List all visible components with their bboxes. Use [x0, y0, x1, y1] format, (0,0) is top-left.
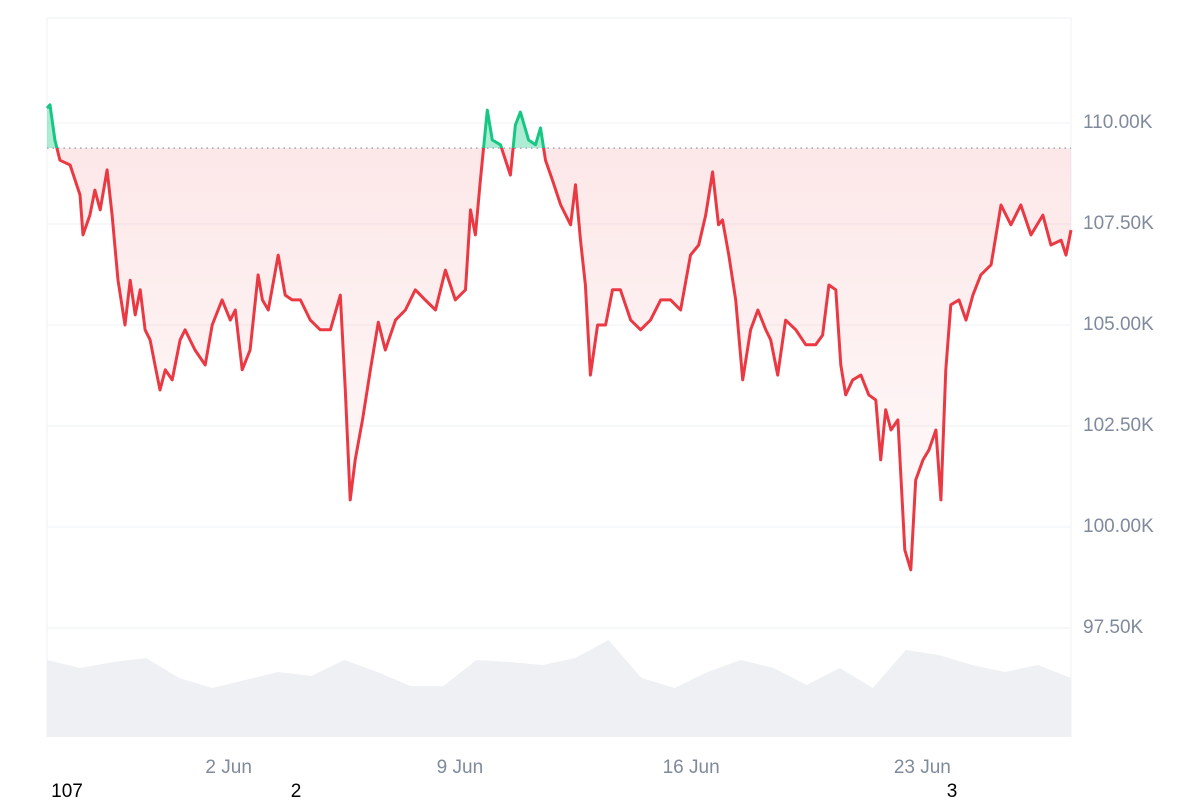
price-area — [47, 104, 1071, 570]
x-tick-label: 9 Jun — [437, 757, 483, 778]
y-tick-label: 97.50K — [1083, 617, 1144, 638]
footer-label: 3 — [947, 781, 958, 800]
price-line — [45, 103, 1073, 572]
footer-label: 107 — [51, 781, 83, 800]
y-tick-label: 110.00K — [1083, 112, 1153, 133]
y-tick-label: 100.00K — [1083, 516, 1154, 537]
footer-label: 2 — [291, 781, 302, 800]
y-tick-label: 102.50K — [1083, 415, 1154, 436]
x-tick-label: 2 Jun — [205, 757, 251, 778]
x-tick-label: 16 Jun — [663, 757, 720, 778]
y-tick-label: 105.00K — [1083, 314, 1154, 335]
x-tick-label: 23 Jun — [894, 757, 951, 778]
volume-area — [47, 640, 1071, 737]
y-tick-label: 107.50K — [1083, 213, 1154, 234]
